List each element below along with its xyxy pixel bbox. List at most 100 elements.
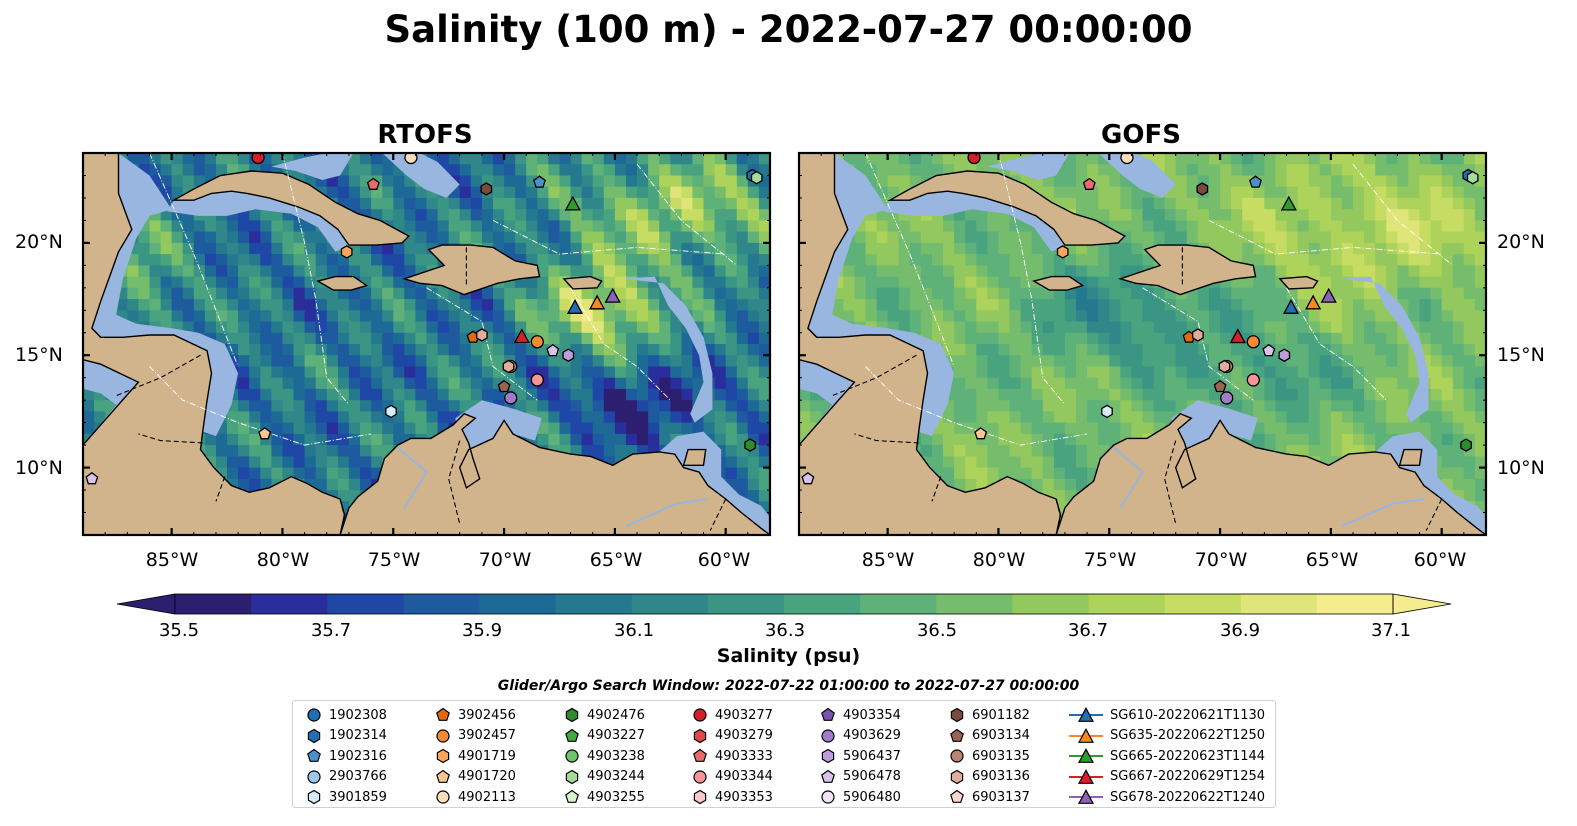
argo-float-3901859	[385, 404, 397, 419]
legend-item-4903244: 4903244	[563, 767, 645, 787]
colorbar-tick: 36.1	[613, 620, 655, 641]
glider-SG667-20220629T1254	[1229, 328, 1246, 344]
shallow-shelf	[1098, 153, 1176, 198]
argo-float-6903136	[1192, 328, 1204, 342]
legend-item-4903227: 4903227	[563, 726, 645, 746]
legend-item-SG678-20220622T1240: SG678-20220622T1240	[1068, 787, 1265, 807]
colorbar-tick: 36.9	[1219, 620, 1261, 641]
land-jamaica	[316, 275, 369, 291]
map-frame	[797, 151, 1488, 537]
argo-float-6901182	[1196, 182, 1209, 196]
lon-label-60w-left: 60°W	[697, 549, 751, 571]
glider-SG678-20220622T1240	[1320, 287, 1337, 303]
argo-float-5906437	[562, 348, 575, 362]
legend-label: 4903353	[715, 789, 773, 805]
country-border	[1425, 498, 1443, 531]
land-cuba	[171, 170, 410, 246]
lat-label-10n-right: 10°N	[1497, 457, 1545, 479]
circle-marker-icon	[821, 728, 835, 743]
eez-boundary	[149, 153, 239, 367]
country-border	[709, 498, 727, 531]
river	[1341, 498, 1425, 527]
colorbar-bin	[251, 594, 328, 614]
eez-boundary	[1142, 287, 1254, 401]
hexagon-marker-icon	[693, 789, 707, 805]
legend-label: 3902457	[458, 728, 516, 743]
legend-label: 4902476	[587, 707, 645, 723]
eez-boundary	[149, 366, 372, 446]
circle-marker-icon	[565, 749, 579, 763]
colorbar-bin	[784, 594, 861, 614]
legend-label: SG665-20220623T1144	[1110, 748, 1266, 764]
colorbar-bin	[327, 594, 404, 614]
colorbar-bin	[707, 594, 785, 614]
argo-float-6903136	[502, 359, 515, 374]
colorbar-bin	[555, 594, 633, 614]
colorbar-bin	[479, 594, 557, 614]
pentagon-marker-icon	[307, 748, 321, 762]
glider-SG665-20220623T1144	[564, 195, 581, 211]
colorbar-bin	[175, 594, 252, 614]
shallow-shelf	[271, 153, 354, 180]
argo-float-6901182	[480, 182, 493, 196]
legend-item-4902476: 4902476	[563, 705, 645, 725]
land-hispaniola	[1117, 244, 1257, 296]
lon-label-65w-right: 65°W	[1305, 549, 1359, 571]
hexagon-marker-icon	[950, 707, 964, 723]
glider-track-icon	[1069, 768, 1103, 784]
pentagon-marker-icon	[821, 769, 835, 783]
argo-float-4902476	[1460, 438, 1472, 452]
lat-label-20n-right: 20°N	[1497, 231, 1545, 253]
hexagon-marker-icon	[821, 748, 835, 764]
legend-item-6903137: 6903137	[948, 787, 1030, 807]
argo-float-4903629	[504, 391, 518, 405]
shallow-shelf	[807, 153, 955, 437]
argo-float-6903136	[476, 328, 488, 342]
eez-boundary	[1208, 219, 1442, 255]
legend-label: 4902113	[458, 789, 516, 805]
eez-boundary	[426, 287, 538, 401]
legend-label: 1902314	[329, 728, 387, 743]
argo-float-4901720	[258, 427, 272, 440]
gofs-salinity-map	[797, 151, 1488, 537]
argo-float-4903277	[967, 153, 981, 165]
hexagon-marker-icon	[950, 769, 964, 784]
country-border	[339, 498, 346, 518]
legend-label: 6903136	[972, 769, 1030, 784]
pentagon-marker-icon	[821, 707, 835, 721]
circle-marker-icon	[307, 708, 321, 722]
lon-label-80w-right: 80°W	[972, 549, 1026, 571]
eez-boundary	[1286, 287, 1387, 401]
lat-label-15n-right: 15°N	[1497, 344, 1545, 366]
argo-float-3901859	[1101, 404, 1113, 419]
colorbar-tick: 35.5	[158, 620, 200, 641]
lon-label-75w-left: 75°W	[367, 549, 421, 571]
legend-item-4903344: 4903344	[691, 767, 773, 787]
legend-item-SG635-20220622T1250: SG635-20220622T1250	[1068, 726, 1265, 746]
colorbar-bin	[860, 594, 937, 614]
glider-SG635-20220622T1250	[1305, 294, 1322, 310]
legend-item-1902308: 1902308	[305, 705, 387, 725]
legend-label: SG667-20220629T1254	[1110, 769, 1266, 784]
circle-marker-icon	[950, 749, 964, 763]
shallow-shelf	[1339, 276, 1429, 423]
legend-label: 5906480	[843, 789, 901, 805]
pentagon-marker-icon	[693, 748, 707, 762]
circle-marker-icon	[693, 708, 707, 722]
argo-float-5906437	[1278, 348, 1291, 362]
colorbar-bin	[1088, 594, 1166, 614]
argo-float-4901719	[340, 245, 353, 259]
circle-marker-icon	[693, 769, 707, 784]
circle-marker-icon	[436, 728, 450, 743]
legend-item-6901182: 6901182	[948, 705, 1030, 725]
land-trinidad	[1398, 448, 1423, 466]
circle-marker-icon	[307, 769, 321, 784]
land-puerto-rico	[562, 275, 603, 290]
argo-float-5906478	[85, 471, 99, 485]
land-trinidad	[682, 448, 707, 466]
legend-label: 2903766	[329, 769, 387, 784]
legend-label: 6903135	[972, 748, 1030, 764]
argo-float-4903344	[530, 373, 544, 387]
legend-item-4903238: 4903238	[563, 746, 645, 766]
country-border	[215, 476, 226, 502]
